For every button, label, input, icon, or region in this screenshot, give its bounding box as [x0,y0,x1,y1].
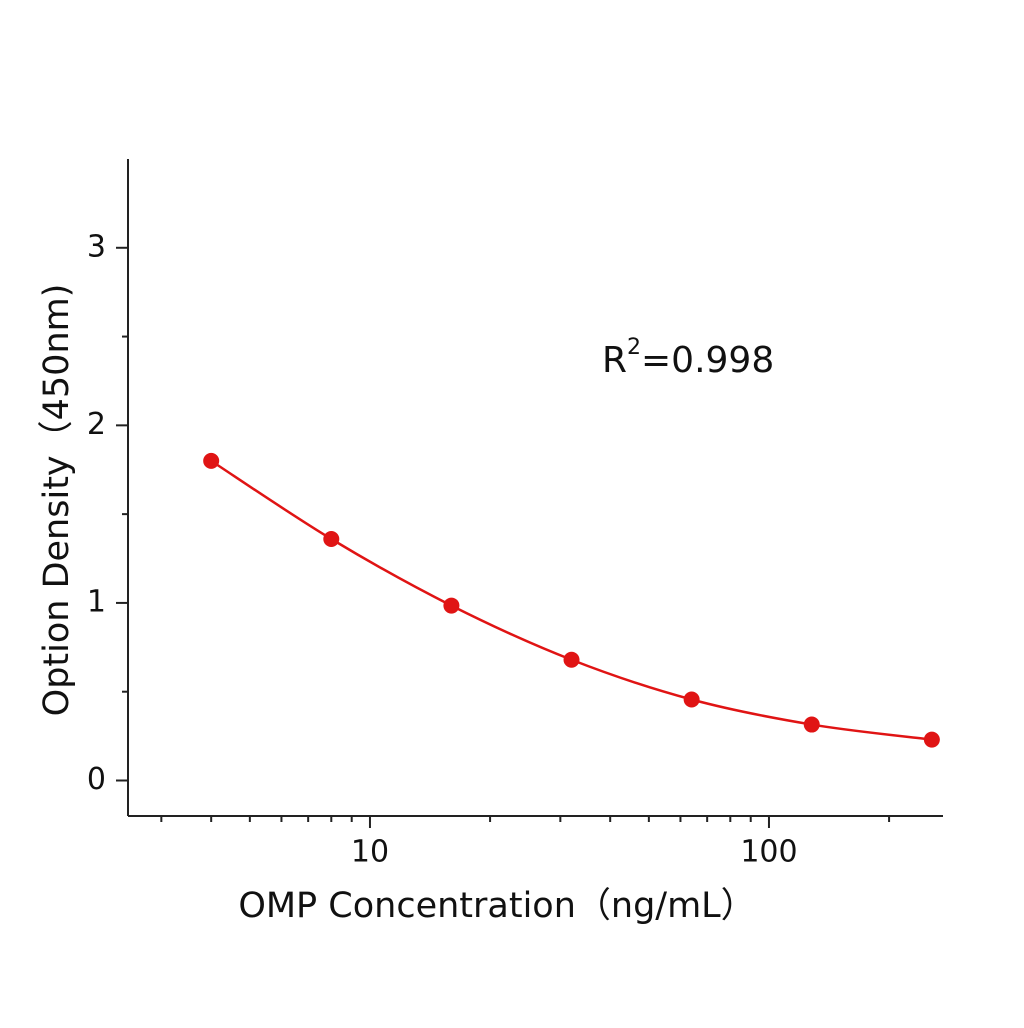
annotation-text: R [602,340,627,381]
x-tick-label: 10 [351,835,389,870]
data-point [683,691,700,708]
data-point [443,597,460,614]
y-tick-label: 3 [87,229,106,264]
data-point [323,530,340,547]
annotation-text: =0.998 [641,340,774,381]
x-axis-label: OMP Concentration（ng/mL） [238,886,755,926]
annotation-superscript: 2 [627,335,641,360]
y-tick-label: 1 [87,584,106,619]
data-point [923,731,940,748]
annotation: R2=0.998 [602,335,774,381]
x-tick-label: 100 [740,835,797,870]
data-point [563,651,580,668]
data-point [203,452,220,469]
fit-curve [210,459,933,741]
y-tick-label: 2 [87,407,106,442]
y-tick-label: 0 [87,762,106,797]
data-point [803,716,820,733]
y-axis-label: Option Density（450nm) [37,284,77,717]
